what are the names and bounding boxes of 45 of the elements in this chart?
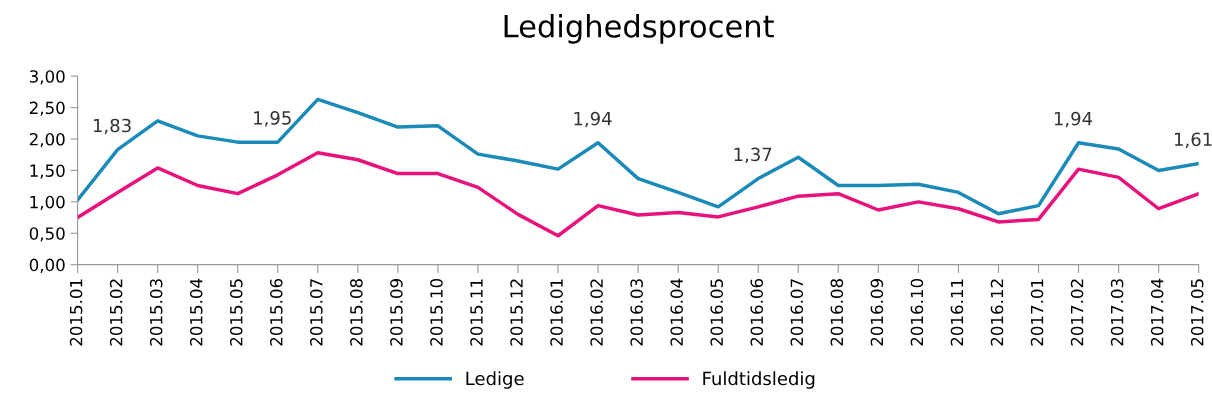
- x-tick-label: 2017.01: [1030, 279, 1044, 346]
- y-tick-label: 2,00: [29, 132, 65, 148]
- y-tick-label: 3,00: [29, 70, 65, 85]
- x-tick-label: 2015.04: [189, 278, 203, 346]
- y-tick-label: 1,00: [30, 195, 65, 211]
- x-tick-label: 2016.12: [990, 279, 1004, 346]
- x-tick-label: 2016.10: [910, 278, 924, 346]
- y-tick-label: 2,50: [29, 101, 65, 116]
- x-tick-label: 2016.04: [670, 278, 683, 346]
- x-tick-label: 2016.09: [870, 279, 884, 346]
- legend-label: Fuldtidsledig: [703, 371, 815, 389]
- data-label: 1,61: [1174, 132, 1212, 148]
- x-tick-label: 2015.02: [109, 279, 123, 346]
- x-tick-label: 2017.03: [1110, 279, 1124, 346]
- y-tick-label: 0,50: [29, 227, 65, 242]
- data-label: 1,37: [734, 147, 772, 164]
- x-tick-label: 2015.09: [390, 279, 403, 346]
- x-tick-label: 2016.05: [710, 279, 724, 346]
- x-tick-label: 2017.04: [1150, 278, 1164, 346]
- x-tick-label: 2016.11: [950, 279, 964, 346]
- x-tick-label: 2015.01: [69, 279, 83, 346]
- data-label: 1,94: [1054, 111, 1093, 128]
- legend-label: Ledige: [466, 371, 524, 389]
- x-tick-label: 2015.05: [229, 279, 243, 346]
- x-tick-label: 2016.03: [630, 279, 643, 346]
- x-tick-label: 2016.06: [750, 278, 764, 346]
- x-tick-label: 2016.07: [790, 279, 804, 346]
- chart-title: Ledighedsprocent: [504, 14, 774, 44]
- y-tick-label: 1,50: [30, 164, 65, 179]
- data-label: 1,95: [254, 111, 291, 127]
- x-tick-label: 2016.01: [550, 279, 563, 346]
- x-tick-label: 2015.11: [470, 279, 483, 346]
- x-tick-label: 2015.12: [510, 279, 523, 346]
- data-label: 1,94: [574, 111, 612, 128]
- x-tick-label: 2015.10: [430, 278, 443, 346]
- data-label: 1,83: [93, 118, 131, 135]
- x-tick-label: 2015.03: [149, 279, 163, 346]
- x-tick-label: 2017.02: [1070, 279, 1084, 346]
- x-tick-label: 2016.08: [830, 279, 844, 346]
- x-tick-label: 2016.02: [590, 279, 603, 346]
- x-tick-label: 2015.08: [350, 279, 363, 346]
- x-tick-label: 2015.07: [310, 279, 323, 346]
- x-tick-label: 2017.05: [1190, 279, 1204, 346]
- y-tick-label: 0,00: [29, 258, 65, 273]
- x-tick-label: 2015.06: [269, 278, 283, 346]
